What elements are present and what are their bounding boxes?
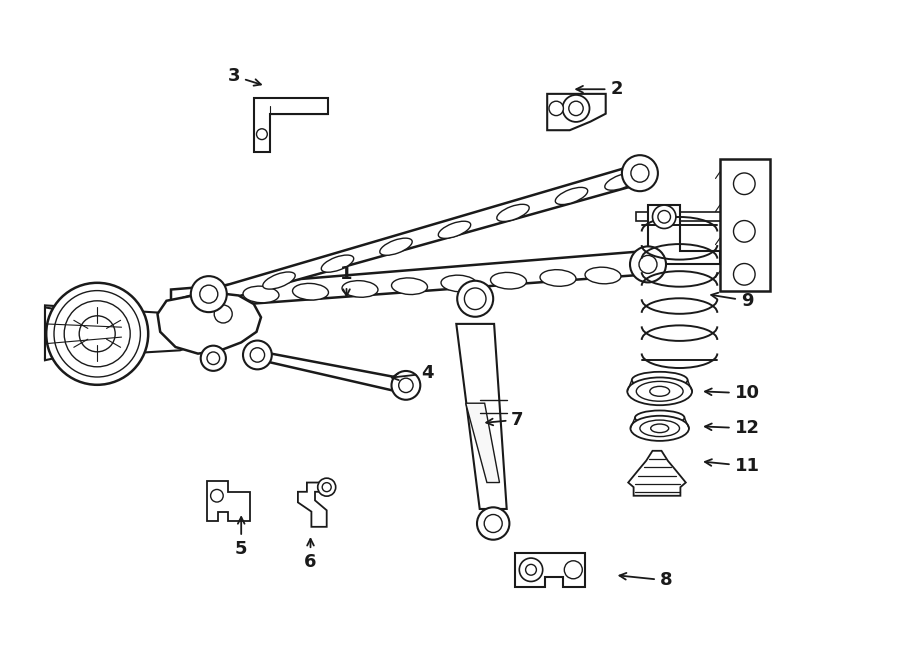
Ellipse shape bbox=[605, 173, 637, 190]
Ellipse shape bbox=[321, 255, 354, 272]
Circle shape bbox=[457, 281, 493, 317]
Text: 4: 4 bbox=[392, 364, 434, 383]
Polygon shape bbox=[636, 212, 723, 221]
Ellipse shape bbox=[497, 204, 529, 221]
Circle shape bbox=[622, 155, 658, 191]
Circle shape bbox=[564, 561, 582, 579]
Ellipse shape bbox=[263, 272, 295, 289]
Circle shape bbox=[399, 378, 413, 393]
Ellipse shape bbox=[342, 281, 378, 297]
Circle shape bbox=[484, 514, 502, 533]
Ellipse shape bbox=[585, 267, 621, 284]
Polygon shape bbox=[171, 251, 655, 309]
Circle shape bbox=[658, 210, 670, 223]
Text: 11: 11 bbox=[705, 457, 760, 475]
Text: 8: 8 bbox=[619, 571, 672, 590]
Ellipse shape bbox=[555, 188, 588, 204]
Polygon shape bbox=[86, 309, 130, 357]
Polygon shape bbox=[184, 167, 650, 307]
Ellipse shape bbox=[540, 270, 576, 286]
Polygon shape bbox=[648, 205, 720, 264]
Circle shape bbox=[64, 301, 130, 367]
Circle shape bbox=[549, 101, 563, 116]
Text: 1: 1 bbox=[340, 265, 353, 296]
Ellipse shape bbox=[632, 371, 688, 388]
Ellipse shape bbox=[380, 238, 412, 255]
Polygon shape bbox=[207, 481, 250, 521]
Polygon shape bbox=[628, 451, 686, 496]
Polygon shape bbox=[720, 159, 770, 291]
Polygon shape bbox=[254, 98, 328, 152]
Circle shape bbox=[214, 305, 232, 323]
Polygon shape bbox=[45, 307, 122, 360]
Text: 6: 6 bbox=[304, 539, 317, 571]
Ellipse shape bbox=[640, 420, 680, 436]
Circle shape bbox=[519, 558, 543, 582]
Circle shape bbox=[734, 264, 755, 285]
Text: 12: 12 bbox=[705, 419, 760, 438]
Circle shape bbox=[200, 285, 218, 303]
Circle shape bbox=[734, 173, 755, 194]
Ellipse shape bbox=[650, 386, 670, 396]
Circle shape bbox=[322, 483, 331, 492]
Ellipse shape bbox=[491, 272, 526, 289]
Circle shape bbox=[79, 316, 115, 352]
Circle shape bbox=[191, 276, 227, 312]
Ellipse shape bbox=[441, 275, 477, 292]
Ellipse shape bbox=[651, 424, 669, 433]
Polygon shape bbox=[456, 324, 507, 509]
Ellipse shape bbox=[83, 322, 124, 342]
Circle shape bbox=[250, 348, 265, 362]
Text: 10: 10 bbox=[705, 384, 760, 403]
Circle shape bbox=[256, 129, 267, 139]
Ellipse shape bbox=[636, 381, 683, 401]
Circle shape bbox=[734, 221, 755, 242]
Ellipse shape bbox=[630, 416, 689, 441]
Circle shape bbox=[207, 352, 220, 365]
Circle shape bbox=[526, 564, 536, 575]
Ellipse shape bbox=[243, 286, 279, 303]
Circle shape bbox=[652, 205, 676, 229]
Polygon shape bbox=[45, 305, 189, 360]
Text: 5: 5 bbox=[235, 517, 248, 558]
Circle shape bbox=[201, 346, 226, 371]
Circle shape bbox=[639, 255, 657, 274]
Text: 7: 7 bbox=[486, 410, 524, 429]
Text: 2: 2 bbox=[576, 80, 623, 98]
Circle shape bbox=[477, 507, 509, 540]
Polygon shape bbox=[466, 403, 500, 483]
Circle shape bbox=[243, 340, 272, 369]
Circle shape bbox=[569, 101, 583, 116]
Circle shape bbox=[211, 489, 223, 502]
Polygon shape bbox=[515, 553, 585, 587]
Ellipse shape bbox=[634, 410, 684, 425]
Circle shape bbox=[392, 371, 420, 400]
Circle shape bbox=[631, 164, 649, 182]
Circle shape bbox=[318, 478, 336, 496]
Polygon shape bbox=[158, 293, 261, 354]
Circle shape bbox=[46, 283, 149, 385]
Ellipse shape bbox=[438, 221, 471, 239]
Polygon shape bbox=[547, 94, 606, 130]
Text: 3: 3 bbox=[228, 67, 261, 86]
Polygon shape bbox=[254, 350, 410, 393]
Circle shape bbox=[630, 247, 666, 282]
Ellipse shape bbox=[627, 377, 692, 405]
Polygon shape bbox=[298, 483, 327, 527]
Text: 9: 9 bbox=[711, 292, 753, 310]
Circle shape bbox=[54, 291, 140, 377]
Ellipse shape bbox=[392, 278, 428, 295]
Circle shape bbox=[562, 95, 590, 122]
Ellipse shape bbox=[292, 284, 328, 300]
Circle shape bbox=[464, 288, 486, 309]
